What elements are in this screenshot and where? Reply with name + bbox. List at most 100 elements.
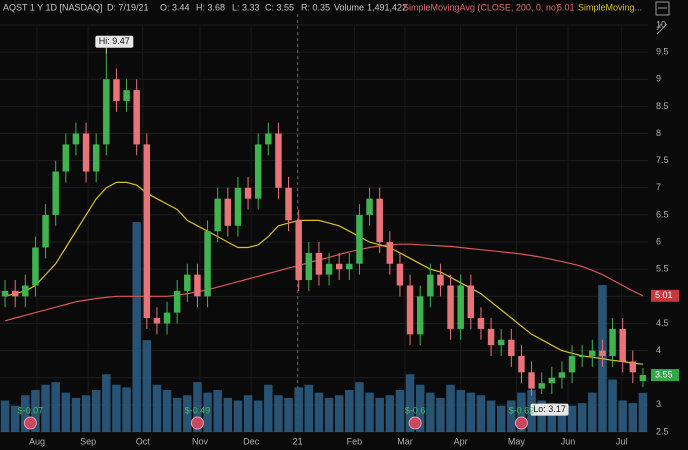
candle-body xyxy=(437,274,444,286)
volume-bar xyxy=(10,405,20,432)
candle-body xyxy=(22,285,29,297)
volume-bar xyxy=(436,397,445,432)
candle-body xyxy=(457,285,464,329)
x-tick-label: Apr xyxy=(454,436,468,446)
range: R: 0.35 xyxy=(301,2,330,12)
candle-body xyxy=(123,90,130,101)
last-price-tag: 3.55 xyxy=(655,369,673,379)
symbol: AQST 1 Y 1D [NASDAQ] xyxy=(3,2,103,12)
volume-bar xyxy=(476,395,486,432)
candle-body xyxy=(184,274,191,291)
candle-body xyxy=(42,214,49,248)
volume-bar xyxy=(213,390,222,432)
volume-bar xyxy=(588,392,597,432)
volume-bar xyxy=(385,395,395,432)
candle-body xyxy=(528,372,535,389)
volume-bar xyxy=(314,392,324,432)
candle-body xyxy=(518,356,525,373)
toolbar-icons xyxy=(655,1,670,35)
volume-bar xyxy=(162,390,172,432)
earnings-icon[interactable] xyxy=(514,416,528,430)
candle-body xyxy=(11,290,19,297)
volume-bar xyxy=(122,387,131,432)
volume-bar xyxy=(31,390,40,432)
high-label-text: Hi: 9.47 xyxy=(99,36,130,46)
moving-average-line xyxy=(4,181,643,365)
candle-body xyxy=(487,328,495,346)
y-tick-label: 7 xyxy=(656,182,661,192)
volume-bar xyxy=(638,392,648,432)
candle-body xyxy=(548,377,556,384)
candle-body xyxy=(619,328,626,362)
open: O: 3.44 xyxy=(160,2,190,12)
candle-body xyxy=(214,198,221,232)
candle-body xyxy=(558,372,566,378)
candle-body xyxy=(609,328,616,357)
volume-bar xyxy=(517,392,526,432)
volume-bar xyxy=(577,403,587,432)
date: D: 7/19/21 xyxy=(107,2,149,12)
y-tick-label: 4 xyxy=(656,345,661,355)
candle-body xyxy=(356,214,363,264)
volume-value: 1,491,422 xyxy=(367,2,407,12)
candle-body xyxy=(113,79,120,101)
legend-sma50: SimpleMoving... xyxy=(578,2,642,12)
volume-bar xyxy=(415,384,425,432)
volume-bar xyxy=(274,395,283,432)
low: L: 3.33 xyxy=(232,2,260,12)
candle-body xyxy=(578,356,586,358)
volume-bar xyxy=(21,395,30,432)
volume-bar xyxy=(102,374,111,432)
volume-bar xyxy=(345,390,354,432)
sma200-price-tag: 5.01 xyxy=(655,290,673,300)
candle-body xyxy=(508,339,515,357)
volume-bar xyxy=(537,400,546,432)
volume-bar xyxy=(41,384,50,432)
icon-draw[interactable] xyxy=(656,23,668,35)
candle-body xyxy=(305,252,313,281)
earnings-icon[interactable] xyxy=(23,416,37,430)
volume-bar xyxy=(486,400,496,432)
candle-body xyxy=(366,198,373,215)
y-tick-label: 5.5 xyxy=(656,264,669,274)
volume-bar xyxy=(142,340,152,432)
close: C: 3.55 xyxy=(265,2,294,12)
earnings-icon[interactable] xyxy=(190,416,204,430)
candle-body xyxy=(325,263,333,275)
legend-sma200: SimpleMovingAvg (CLOSE, 200, 0, no) xyxy=(403,2,559,12)
candle-body xyxy=(234,187,242,226)
x-tick-label: Aug xyxy=(29,436,45,446)
volume-bar xyxy=(203,392,212,432)
candle-body xyxy=(467,285,475,319)
volume-bar xyxy=(0,400,10,432)
legend-sma200-value: 5.01 xyxy=(557,2,575,12)
candle-body xyxy=(103,79,110,145)
high-label: Hi: 9.47 xyxy=(95,35,134,48)
volume-bar xyxy=(365,392,374,432)
candle-body xyxy=(629,361,637,373)
candle-body xyxy=(599,350,606,357)
volume-bar xyxy=(91,390,101,432)
x-tick-label: Sep xyxy=(80,436,96,446)
volume-bar xyxy=(172,397,182,432)
y-tick-label: 4.5 xyxy=(656,318,669,328)
y-tick-label: 9 xyxy=(656,74,661,84)
volume-bar xyxy=(223,397,233,432)
earnings-label: $-0.07 xyxy=(18,405,44,415)
volume-bar xyxy=(334,395,344,432)
volume-bar xyxy=(61,392,71,432)
volume-bar xyxy=(547,403,557,432)
volume-bar xyxy=(233,400,243,432)
low-label-text: Lo: 3.17 xyxy=(533,404,566,414)
earnings-icon[interactable] xyxy=(408,416,422,430)
volume-bar xyxy=(426,392,435,432)
volume-bar xyxy=(395,390,405,432)
candle-body xyxy=(62,144,70,172)
candle-body xyxy=(406,285,414,335)
candle-body xyxy=(639,375,647,381)
volume-bar xyxy=(81,395,91,432)
low-label-box xyxy=(530,403,569,416)
icon-settings[interactable] xyxy=(655,1,670,16)
earnings-label: $-0.49 xyxy=(185,405,211,415)
